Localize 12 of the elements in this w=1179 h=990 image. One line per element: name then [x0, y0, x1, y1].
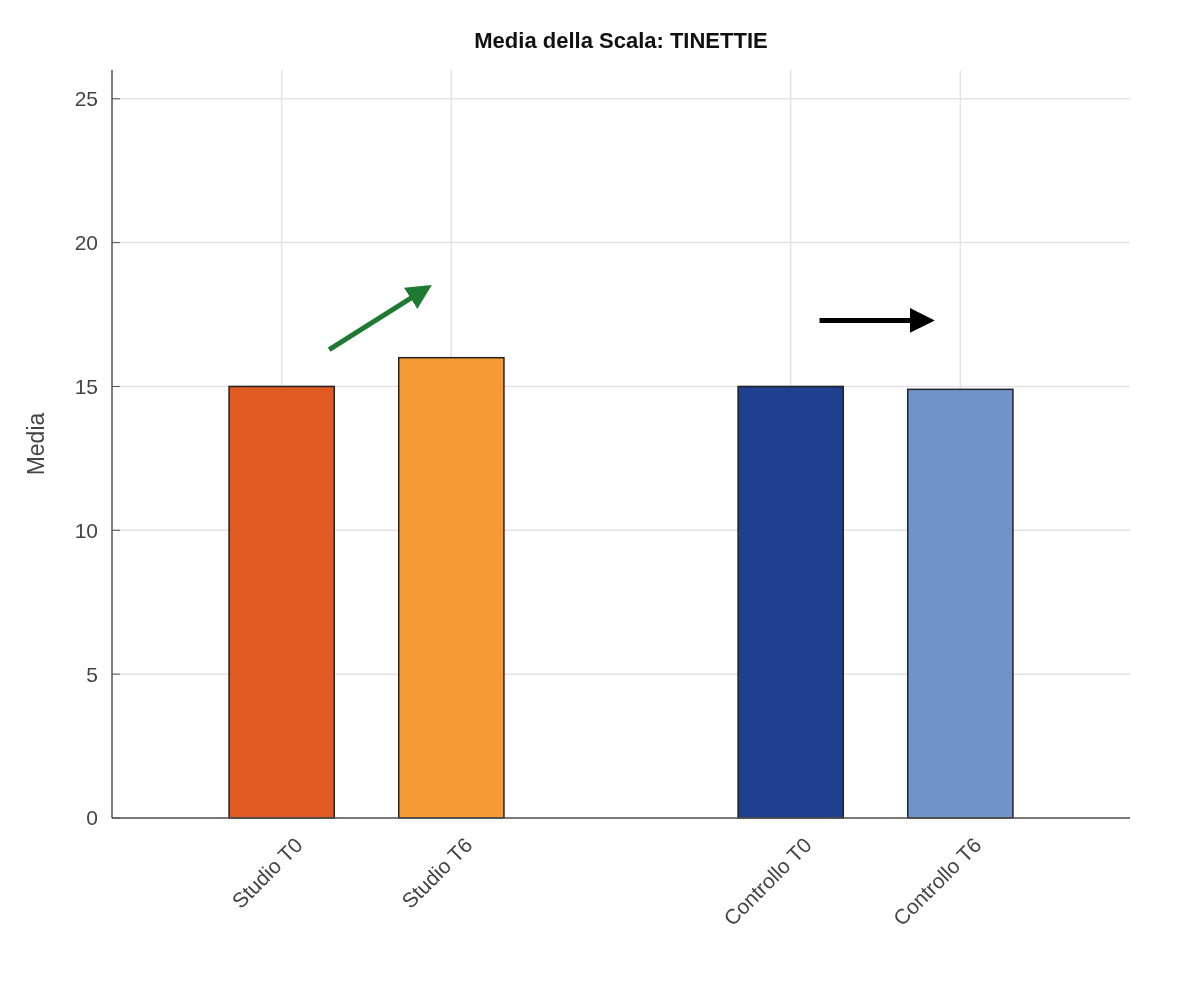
chart-title: Media della Scala: TINETTIE: [474, 28, 768, 53]
y-tick-label: 10: [74, 518, 98, 542]
bar: [397, 356, 505, 819]
y-tick-label: 5: [86, 662, 98, 686]
bar: [737, 385, 845, 819]
y-tick-label: 25: [74, 87, 98, 111]
y-tick-label: 20: [74, 230, 98, 254]
y-axis-title: Media: [23, 412, 49, 476]
bar: [228, 385, 336, 819]
y-tick-label: 15: [74, 374, 98, 398]
bar: [906, 388, 1014, 819]
y-tick-label: 0: [86, 806, 98, 830]
